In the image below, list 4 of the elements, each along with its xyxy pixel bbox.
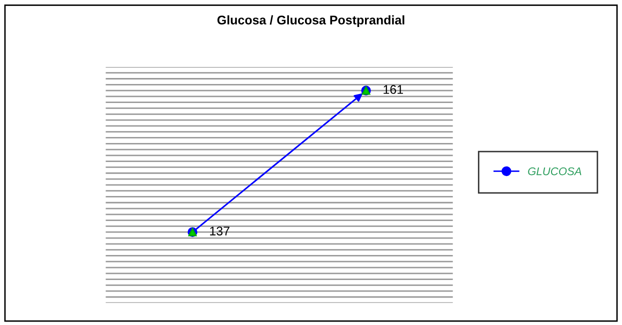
data-label: 161 [384, 85, 403, 94]
data-label: 137 [210, 226, 230, 236]
chart-title: Glucosa / Glucosa Postprandial [217, 15, 404, 27]
legend-label: GLUCOSA [528, 167, 582, 176]
